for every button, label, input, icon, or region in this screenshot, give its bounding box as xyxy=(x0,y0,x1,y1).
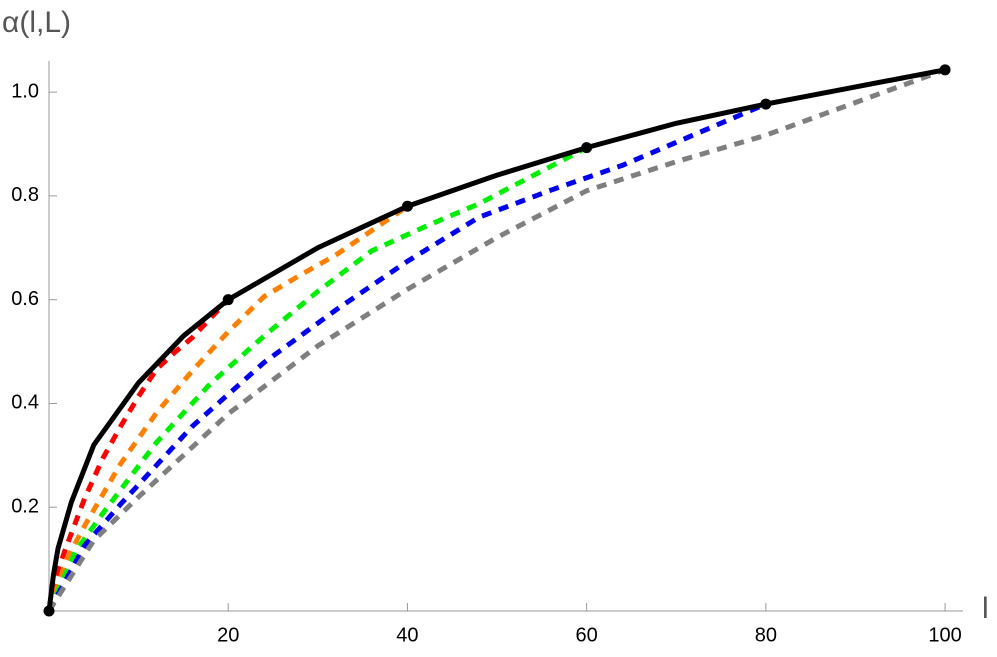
y-axis-label: α(l,L) xyxy=(2,6,71,39)
line-series xyxy=(46,204,409,612)
y-tick-label: 1.0 xyxy=(11,80,39,102)
x-tick-label: 20 xyxy=(217,624,239,646)
x-tick-label: 100 xyxy=(928,624,961,646)
data-point xyxy=(401,200,413,212)
y-tick-label: 0.6 xyxy=(11,288,39,310)
x-axis-label: l xyxy=(982,592,989,625)
line-series xyxy=(46,297,231,612)
y-tick-label: 0.2 xyxy=(11,496,39,518)
x-tick-label: 60 xyxy=(576,624,598,646)
line-series xyxy=(46,67,946,612)
data-point xyxy=(43,605,55,617)
line-series xyxy=(46,145,588,613)
x-tick-label: 80 xyxy=(755,624,777,646)
y-tick-label: 0.8 xyxy=(11,184,39,206)
line-series xyxy=(46,101,767,613)
y-tick-label: 0.4 xyxy=(11,392,39,414)
data-point xyxy=(760,98,772,110)
data-point xyxy=(222,294,234,306)
x-tick-label: 40 xyxy=(396,624,418,646)
data-point xyxy=(581,142,593,154)
data-point xyxy=(939,64,951,76)
line-series xyxy=(46,67,946,613)
